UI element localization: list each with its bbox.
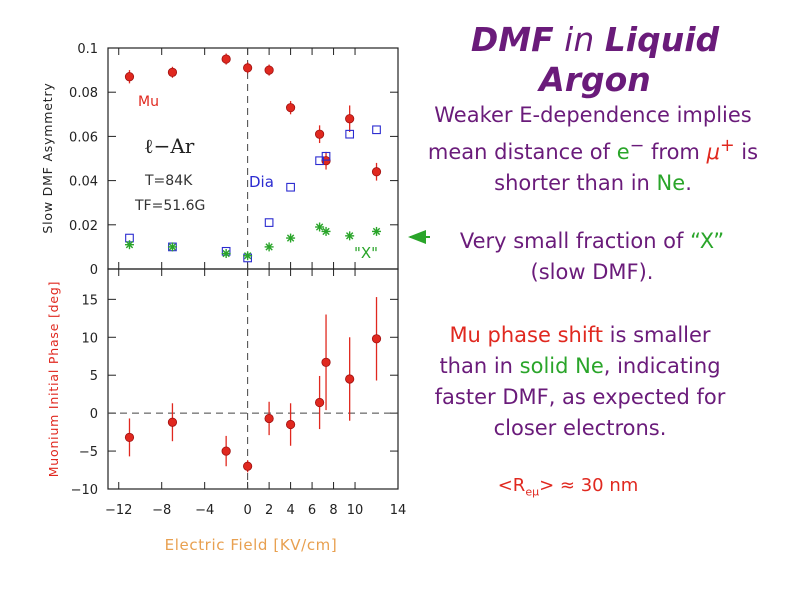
bottom-y-tick-label: 5 bbox=[90, 369, 98, 384]
top-mu-point bbox=[345, 114, 355, 124]
legend-x: "X" bbox=[354, 244, 378, 262]
top-mu-point bbox=[221, 54, 231, 64]
bottom-panel-ticks bbox=[108, 269, 399, 490]
top-mu-point bbox=[314, 129, 325, 139]
x-tick-label: 6 bbox=[308, 503, 316, 518]
bottom-y-tick-label: 15 bbox=[81, 293, 98, 308]
top-x-point bbox=[286, 233, 296, 243]
bottom-panel-frame bbox=[107, 268, 399, 490]
tick-labels: −12 −8 −4 0 2 4 6 8 10 1400.020.040.060.080.1−10−… bbox=[69, 42, 406, 518]
title-part-in: in bbox=[553, 20, 605, 59]
top-dia-point bbox=[321, 151, 331, 161]
x-tick-label: 8 bbox=[329, 503, 337, 518]
top-dia-point bbox=[264, 218, 274, 227]
text-weaker-dependence: Weaker E-dependence implies mean distanc… bbox=[427, 103, 759, 195]
bottom-y-tick-label: −5 bbox=[79, 445, 98, 460]
top-y-tick-label: 0.04 bbox=[69, 175, 98, 190]
x-tick-label: 2 bbox=[265, 503, 273, 518]
x-tick-label: 10 bbox=[347, 503, 364, 518]
top-dia-point bbox=[315, 156, 324, 166]
slide-title: DMF in Liquid Argon bbox=[440, 20, 750, 100]
top-x-point bbox=[243, 251, 253, 261]
annotation-temperature: T=84K bbox=[144, 173, 193, 189]
bottom-mu-point bbox=[243, 461, 253, 471]
top-x-point bbox=[345, 231, 355, 241]
arrow-left-icon bbox=[408, 230, 426, 244]
bottom-mu-point bbox=[221, 446, 231, 456]
text-mean-distance: <Reμ> ≈ 30 nm bbox=[497, 475, 639, 499]
top-y-tick-label: 0.1 bbox=[77, 42, 98, 57]
top-y-tick-label: 0 bbox=[90, 263, 98, 278]
top-mu-point bbox=[285, 103, 296, 113]
x-tick-label: −12 bbox=[105, 503, 132, 518]
annotation-liquid-argon: ℓ−Ar bbox=[144, 134, 195, 158]
top-mu-point bbox=[124, 72, 135, 82]
top-mu-point bbox=[264, 65, 274, 75]
bottom-mu-point bbox=[285, 419, 296, 430]
top-mu-point bbox=[371, 167, 382, 177]
top-dia-point bbox=[345, 129, 355, 139]
title-part-dmf: DMF bbox=[470, 20, 554, 59]
bottom-mu-point bbox=[371, 334, 382, 344]
x-tick-label: 0 bbox=[243, 503, 251, 518]
top-x-point bbox=[321, 226, 331, 236]
x-tick-label: −8 bbox=[152, 503, 171, 518]
bottom-y-tick-label: 10 bbox=[81, 331, 98, 346]
legend-dia: Dia bbox=[249, 173, 274, 191]
bottom-mu-point bbox=[321, 357, 331, 367]
top-y-tick-label: 0.06 bbox=[69, 130, 98, 145]
x-tick-label: 14 bbox=[390, 503, 407, 518]
top-mu-point bbox=[167, 67, 178, 77]
top-x-point bbox=[221, 249, 231, 259]
top-x-point bbox=[167, 242, 177, 252]
top-x-point bbox=[124, 240, 134, 250]
top-x-point bbox=[264, 242, 274, 252]
data-marks bbox=[124, 53, 382, 473]
top-y-tick-label: 0.02 bbox=[69, 219, 98, 234]
top-dia-point bbox=[286, 182, 295, 192]
top-y-axis-label: Slow DMF Asymmetry bbox=[40, 82, 55, 233]
text-phase-shift: Mu phase shift is smaller than in solid … bbox=[434, 323, 726, 440]
bottom-mu-point bbox=[124, 432, 135, 443]
bottom-y-tick-label: 0 bbox=[90, 407, 98, 422]
top-mu-point bbox=[243, 63, 253, 73]
top-dia-point bbox=[372, 125, 381, 135]
bottom-mu-point bbox=[167, 417, 178, 427]
top-y-tick-label: 0.08 bbox=[69, 86, 98, 101]
legend-mu: Mu bbox=[138, 94, 159, 110]
top-panel-ticks bbox=[108, 47, 399, 270]
x-tick-label: −4 bbox=[195, 503, 214, 518]
bottom-mu-point bbox=[314, 397, 325, 408]
top-x-point bbox=[372, 226, 382, 236]
bottom-mu-point bbox=[264, 413, 274, 424]
top-x-point bbox=[315, 222, 325, 232]
chart-area: −12 −8 −4 0 2 4 6 8 10 1400.020.040.060.080.1−10−… bbox=[40, 42, 430, 554]
bottom-y-tick-label: −10 bbox=[71, 483, 98, 498]
top-panel-frame bbox=[107, 47, 399, 270]
bottom-y-axis-label: Muonium Initial Phase [deg] bbox=[46, 281, 61, 478]
text-small-fraction: Very small fraction of “X” (slow DMF). bbox=[459, 229, 725, 284]
annotation-transverse-field: TF=51.6G bbox=[134, 198, 205, 214]
x-axis-label: Electric Field [KV/cm] bbox=[165, 536, 338, 554]
title-part-liquid-argon: Liquid Argon bbox=[539, 20, 720, 99]
x-tick-label: 4 bbox=[286, 503, 294, 518]
bottom-mu-point bbox=[345, 374, 355, 384]
